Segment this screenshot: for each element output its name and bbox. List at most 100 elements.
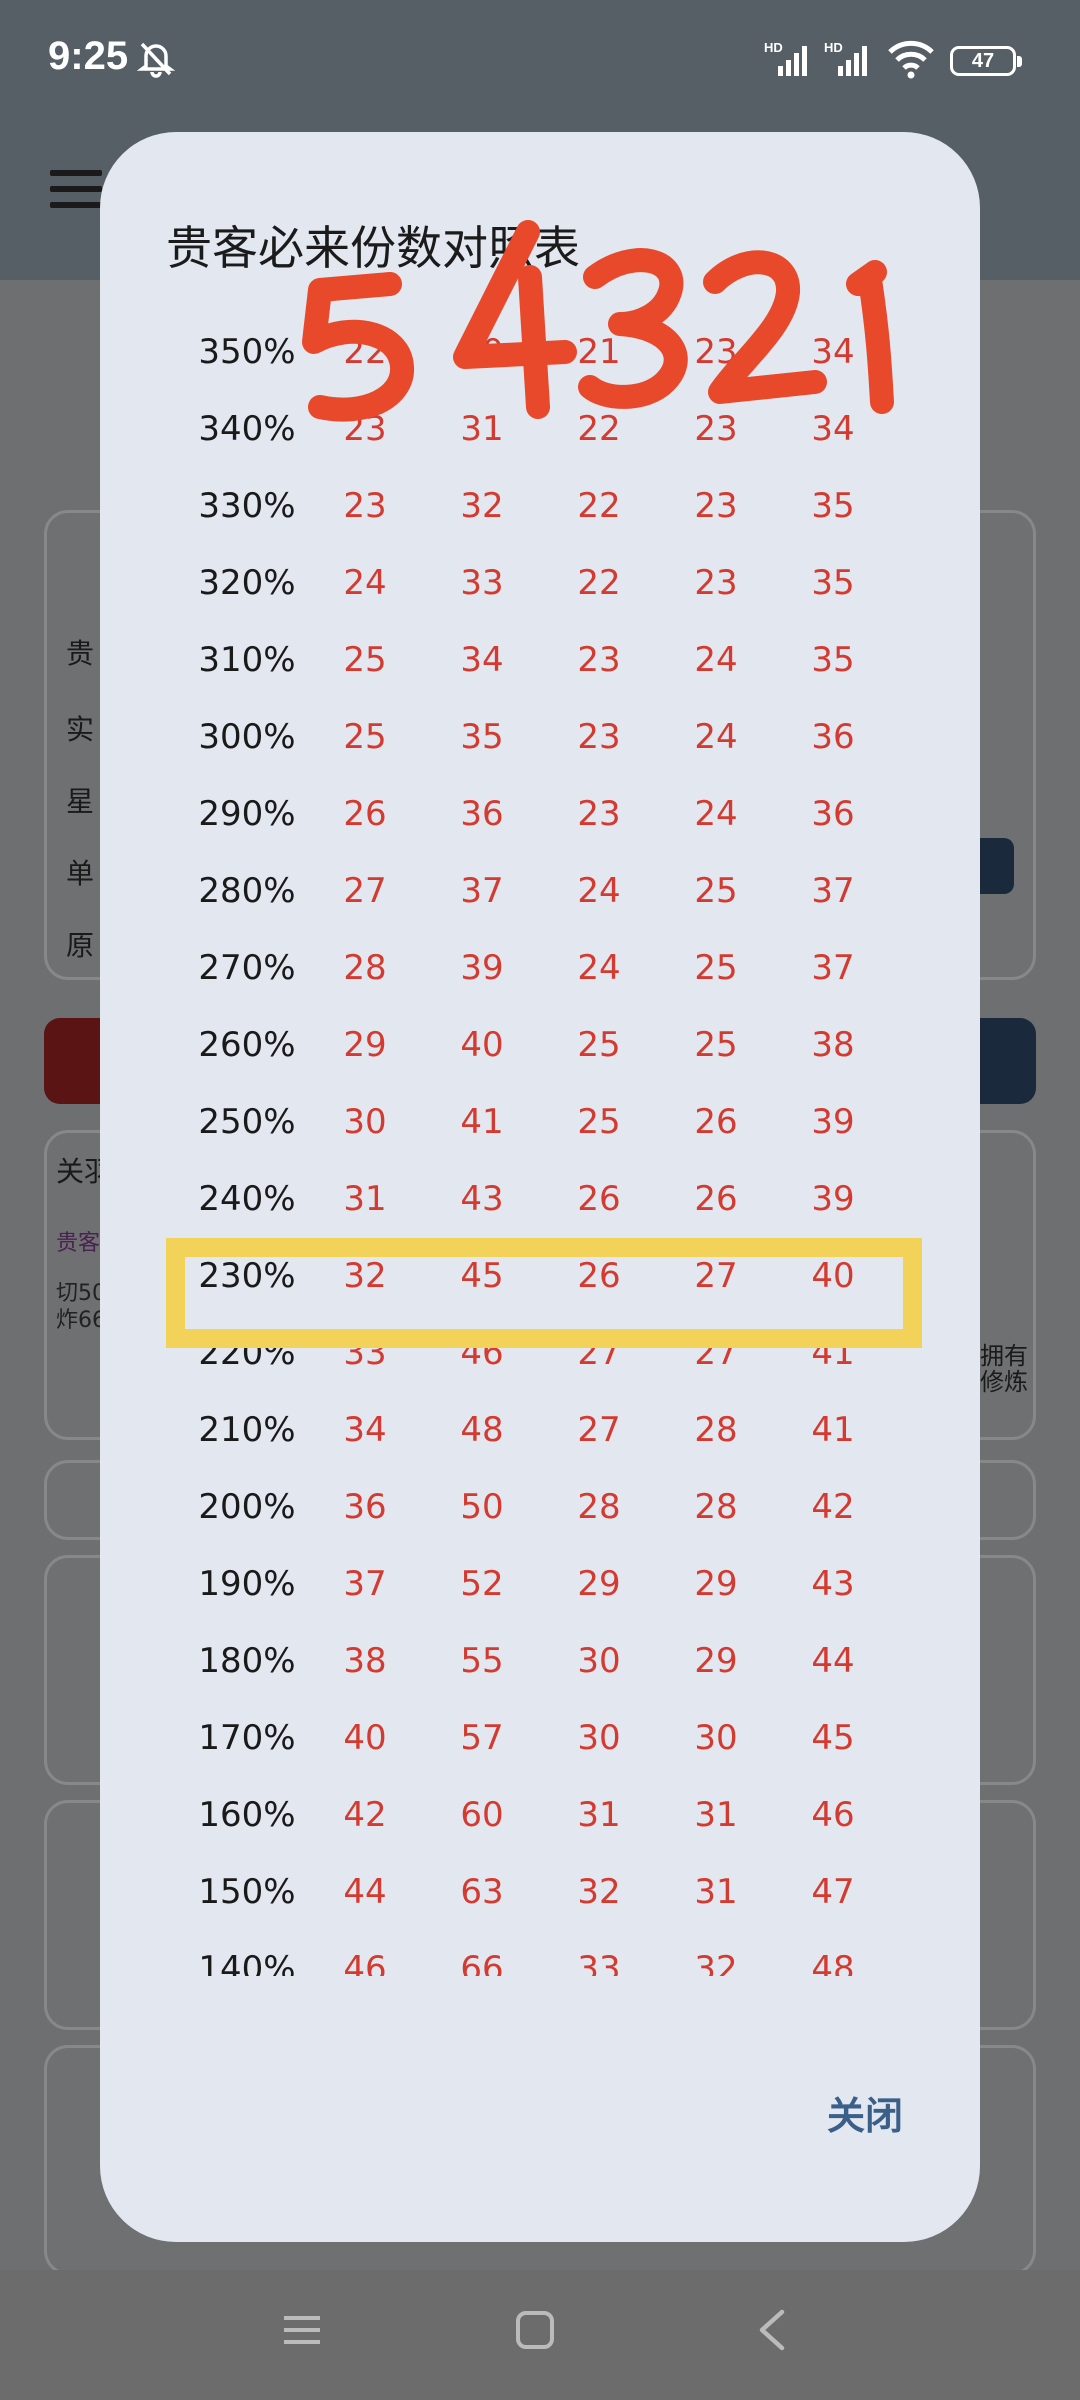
status-time: 9:25: [48, 34, 129, 78]
table-row: 170% 40 57 30 30 45: [100, 1702, 980, 1779]
count-cell: 22: [343, 332, 387, 372]
percent-cell: 350%: [198, 332, 296, 372]
bg-label: 星: [66, 785, 95, 818]
bg-section-sub: 贵客: [56, 1231, 101, 1256]
count-cell: 45: [811, 1718, 855, 1758]
table-row: 200% 36 50 28 28 42: [100, 1471, 980, 1548]
count-cell: 37: [811, 871, 855, 911]
count-cell: 28: [577, 1487, 621, 1527]
count-cell: 27: [577, 1333, 621, 1373]
count-cell: 23: [577, 717, 621, 757]
recent-apps-icon[interactable]: [282, 2310, 322, 2350]
bg-right-text: 修炼: [980, 1368, 1028, 1396]
table-row: 330% 23 32 22 23 35: [100, 470, 980, 547]
count-cell: 23: [577, 640, 621, 680]
count-cell: 52: [460, 1564, 504, 1604]
count-cell: 40: [811, 1256, 855, 1296]
count-cell: 35: [811, 563, 855, 603]
table-row: 160% 42 60 31 31 46: [100, 1779, 980, 1856]
count-cell: 29: [694, 1564, 738, 1604]
lookup-table-dialog: 贵客必来份数对照表 350% 22 30 21 23 34 340% 23 31 22 23 34 33…: [100, 132, 980, 2242]
count-cell: 31: [694, 1872, 738, 1912]
count-cell: 34: [811, 409, 855, 449]
count-cell: 39: [811, 1179, 855, 1219]
percent-cell: 310%: [198, 640, 296, 680]
table-scroll-area[interactable]: 350% 22 30 21 23 34 340% 23 31 22 23 34 330% 23 32 22 23…: [100, 316, 980, 1976]
percent-cell: 250%: [198, 1102, 296, 1142]
dialog-title: 贵客必来份数对照表: [166, 221, 580, 275]
count-cell: 24: [694, 717, 738, 757]
bg-label: 贵: [66, 637, 95, 670]
count-cell: 23: [343, 409, 387, 449]
count-cell: 37: [460, 871, 504, 911]
count-cell: 25: [694, 948, 738, 988]
percent-cell: 330%: [198, 486, 296, 526]
table-row: 220% 33 46 27 27 41: [100, 1317, 980, 1394]
count-cell: 41: [460, 1102, 504, 1142]
count-cell: 25: [343, 640, 387, 680]
count-cell: 38: [343, 1641, 387, 1681]
count-cell: 29: [694, 1641, 738, 1681]
percent-cell: 320%: [198, 563, 296, 603]
count-cell: 30: [577, 1641, 621, 1681]
count-cell: 43: [811, 1564, 855, 1604]
count-cell: 28: [694, 1410, 738, 1450]
count-cell: 33: [460, 563, 504, 603]
signal-icon: [838, 46, 867, 76]
percent-cell: 290%: [198, 794, 296, 834]
count-cell: 34: [811, 332, 855, 372]
count-cell: 26: [694, 1179, 738, 1219]
table-row: 270% 28 39 24 25 37: [100, 932, 980, 1009]
count-cell: 24: [694, 640, 738, 680]
count-cell: 25: [577, 1102, 621, 1142]
count-cell: 44: [343, 1872, 387, 1912]
count-cell: 32: [460, 486, 504, 526]
status-bar: 9:25 HD HD 47: [0, 0, 1080, 125]
count-cell: 25: [694, 871, 738, 911]
system-nav-bar: [0, 2270, 1080, 2400]
count-cell: 31: [694, 1795, 738, 1835]
close-button[interactable]: 关闭: [790, 2077, 940, 2147]
home-icon[interactable]: [515, 2310, 555, 2350]
count-cell: 66: [460, 1949, 504, 1976]
count-cell: 45: [460, 1256, 504, 1296]
hamburger-menu-icon[interactable]: [50, 170, 102, 210]
table-row: 180% 38 55 30 29 44: [100, 1625, 980, 1702]
count-cell: 40: [460, 1025, 504, 1065]
count-cell: 24: [694, 794, 738, 834]
count-cell: 35: [811, 486, 855, 526]
bg-label: 原: [66, 929, 95, 962]
count-cell: 31: [343, 1179, 387, 1219]
percent-cell: 240%: [198, 1179, 296, 1219]
count-cell: 25: [577, 1025, 621, 1065]
count-cell: 25: [343, 717, 387, 757]
back-icon[interactable]: [752, 2308, 792, 2352]
table-row: 340% 23 31 22 23 34: [100, 393, 980, 470]
percent-cell: 270%: [198, 948, 296, 988]
count-cell: 22: [577, 409, 621, 449]
count-cell: 42: [343, 1795, 387, 1835]
count-cell: 63: [460, 1872, 504, 1912]
count-cell: 40: [343, 1718, 387, 1758]
count-cell: 46: [460, 1333, 504, 1373]
count-cell: 47: [811, 1872, 855, 1912]
network-type-2: HD: [824, 40, 843, 55]
count-cell: 24: [577, 871, 621, 911]
count-cell: 25: [694, 1025, 738, 1065]
count-cell: 44: [811, 1641, 855, 1681]
percent-cell: 280%: [198, 871, 296, 911]
count-cell: 36: [811, 794, 855, 834]
count-cell: 28: [343, 948, 387, 988]
percent-cell: 150%: [198, 1872, 296, 1912]
count-cell: 30: [460, 332, 504, 372]
bg-label: 实: [66, 713, 95, 746]
table-row: 150% 44 63 32 31 47: [100, 1856, 980, 1933]
count-cell: 43: [460, 1179, 504, 1219]
table-row: 140% 46 66 33 32 48: [100, 1933, 980, 1976]
count-cell: 30: [577, 1718, 621, 1758]
percent-cell: 200%: [198, 1487, 296, 1527]
bg-label: 单: [66, 857, 95, 890]
count-cell: 24: [577, 948, 621, 988]
percent-cell: 260%: [198, 1025, 296, 1065]
count-cell: 22: [577, 563, 621, 603]
